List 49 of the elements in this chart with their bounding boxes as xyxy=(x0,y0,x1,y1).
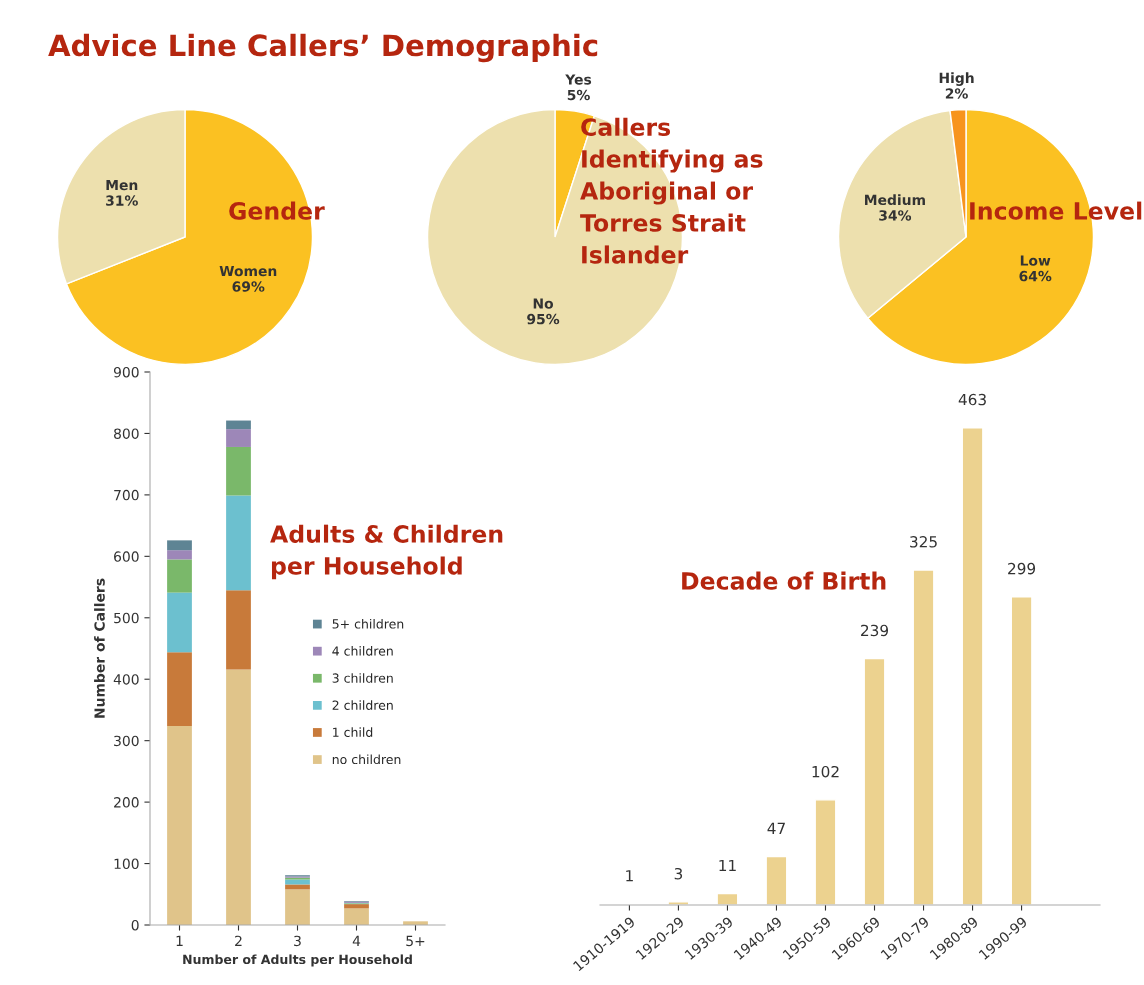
legend-label: 5+ children xyxy=(332,618,404,629)
y-axis-title: Number of Callers xyxy=(94,578,105,718)
data-label: 69% xyxy=(232,281,265,292)
slice-label: Medium xyxy=(865,194,925,206)
slice-label: Yes xyxy=(565,74,592,85)
x-axis-title: Number of Adults per Household xyxy=(183,954,412,967)
legend-label: 4 children xyxy=(332,646,393,656)
y-tick-label: 0 xyxy=(131,919,139,931)
data-label: 47 xyxy=(767,822,785,834)
text: Adults & Children per Household xyxy=(270,524,503,580)
data-label: 239 xyxy=(861,624,889,637)
data-label: 95% xyxy=(527,313,560,325)
data-label: 64% xyxy=(1019,270,1052,282)
y-tick-label: 700 xyxy=(114,489,139,501)
x-tick-label: 5+ xyxy=(406,935,425,947)
legend-label: no children xyxy=(332,754,401,765)
data-label: 11 xyxy=(719,859,736,872)
data-label: 2% xyxy=(945,88,968,99)
y-tick-label: 400 xyxy=(113,674,139,685)
data-label: 102 xyxy=(812,765,839,778)
y-tick-label: 800 xyxy=(114,428,139,439)
y-tick-label: 300 xyxy=(114,735,139,747)
text: Decade of Birth xyxy=(682,571,886,590)
data-label: 1 xyxy=(626,870,633,882)
x-tick-label: 1 xyxy=(176,935,183,946)
slice-label: No xyxy=(533,298,554,309)
y-tick-label: 200 xyxy=(114,797,139,808)
data-label: 31% xyxy=(106,195,138,206)
y-tick-label: 900 xyxy=(113,366,139,378)
y-tick-label: 500 xyxy=(114,612,139,624)
data-label: 3 xyxy=(674,867,683,880)
x-tick-label: 3 xyxy=(294,935,301,947)
slice-label: Women xyxy=(219,265,277,277)
data-label: 299 xyxy=(1008,562,1036,575)
data-label: 325 xyxy=(910,536,937,548)
data-label: 34% xyxy=(879,210,912,221)
text: Advice Line Callers’ Demographic xyxy=(48,33,598,63)
y-tick-label: 100 xyxy=(114,858,139,870)
slice-label: High xyxy=(939,72,974,86)
data-label: 463 xyxy=(958,393,986,406)
slice-label: Men xyxy=(106,179,138,191)
slice-label: Low xyxy=(1020,255,1051,266)
x-tick-label: 4 xyxy=(352,935,361,946)
legend-label: 2 children xyxy=(332,700,393,710)
y-tick-label: 600 xyxy=(114,551,139,562)
legend-label: 1 child xyxy=(333,727,373,738)
legend-label: 3 children xyxy=(332,673,393,683)
data-label: 5% xyxy=(567,89,590,101)
x-tick-label: 2 xyxy=(235,935,242,946)
